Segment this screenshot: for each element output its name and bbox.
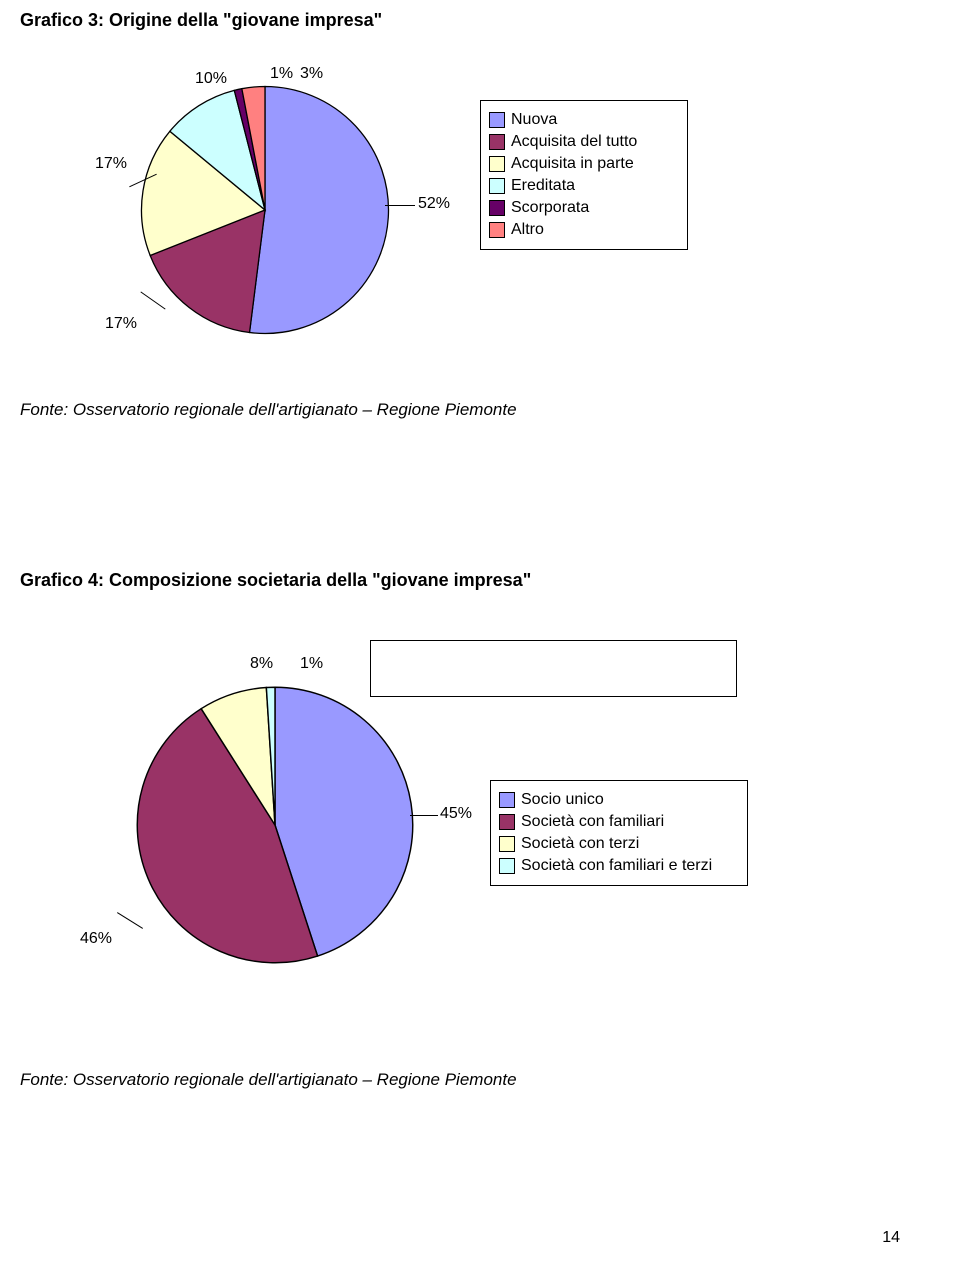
legend-label: Acquisita del tutto	[511, 133, 637, 151]
chart1-pct-17b: 17%	[95, 155, 127, 173]
chart2-pct-1: 1%	[300, 655, 323, 673]
legend-label: Società con familiari e terzi	[521, 857, 712, 875]
page-number: 14	[882, 1229, 900, 1247]
legend-swatch	[489, 112, 505, 128]
legend-swatch	[499, 814, 515, 830]
legend-label: Società con terzi	[521, 835, 639, 853]
chart2-legend: Socio unico Società con familiari Società …	[490, 780, 748, 886]
legend-swatch	[499, 836, 515, 852]
legend-label: Altro	[511, 221, 544, 239]
legend-item: Società con terzi	[499, 835, 739, 853]
legend-item: Nuova	[489, 111, 679, 129]
chart2-pct-46: 46%	[80, 930, 112, 948]
chart1-pct-1: 1%	[270, 65, 293, 83]
chart1-title: Grafico 3: Origine della "giovane impres…	[20, 10, 382, 31]
chart1-pct-3: 3%	[300, 65, 323, 83]
chart2-pct-45: 45%	[440, 805, 472, 823]
legend-item: Acquisita del tutto	[489, 133, 679, 151]
legend-swatch	[499, 858, 515, 874]
legend-swatch	[489, 178, 505, 194]
legend-item: Società con familiari	[499, 813, 739, 831]
legend-swatch	[499, 792, 515, 808]
legend-swatch	[489, 200, 505, 216]
chart1-pct-52: 52%	[418, 195, 450, 213]
legend-label: Ereditata	[511, 177, 575, 195]
chart2-empty-box	[370, 640, 737, 697]
legend-item: Ereditata	[489, 177, 679, 195]
chart1-pct-17a: 17%	[105, 315, 137, 333]
legend-swatch	[489, 156, 505, 172]
legend-item: Altro	[489, 221, 679, 239]
chart1-legend: Nuova Acquisita del tutto Acquisita in par…	[480, 100, 688, 250]
legend-label: Società con familiari	[521, 813, 664, 831]
legend-label: Acquisita in parte	[511, 155, 634, 173]
legend-label: Nuova	[511, 111, 557, 129]
legend-item: Società con familiari e terzi	[499, 857, 739, 875]
legend-item: Socio unico	[499, 791, 739, 809]
chart2-title: Grafico 4: Composizione societaria della…	[20, 570, 531, 591]
chart1-pct-10: 10%	[195, 70, 227, 88]
chart1-pie	[135, 80, 395, 340]
legend-label: Socio unico	[521, 791, 604, 809]
chart2-pie	[130, 680, 420, 970]
legend-swatch	[489, 134, 505, 150]
legend-label: Scorporata	[511, 199, 589, 217]
chart2-source: Fonte: Osservatorio regionale dell'artig…	[20, 1070, 517, 1090]
chart2-pct-8: 8%	[250, 655, 273, 673]
legend-item: Acquisita in parte	[489, 155, 679, 173]
legend-item: Scorporata	[489, 199, 679, 217]
chart1-source: Fonte: Osservatorio regionale dell'artig…	[20, 400, 517, 420]
legend-swatch	[489, 222, 505, 238]
